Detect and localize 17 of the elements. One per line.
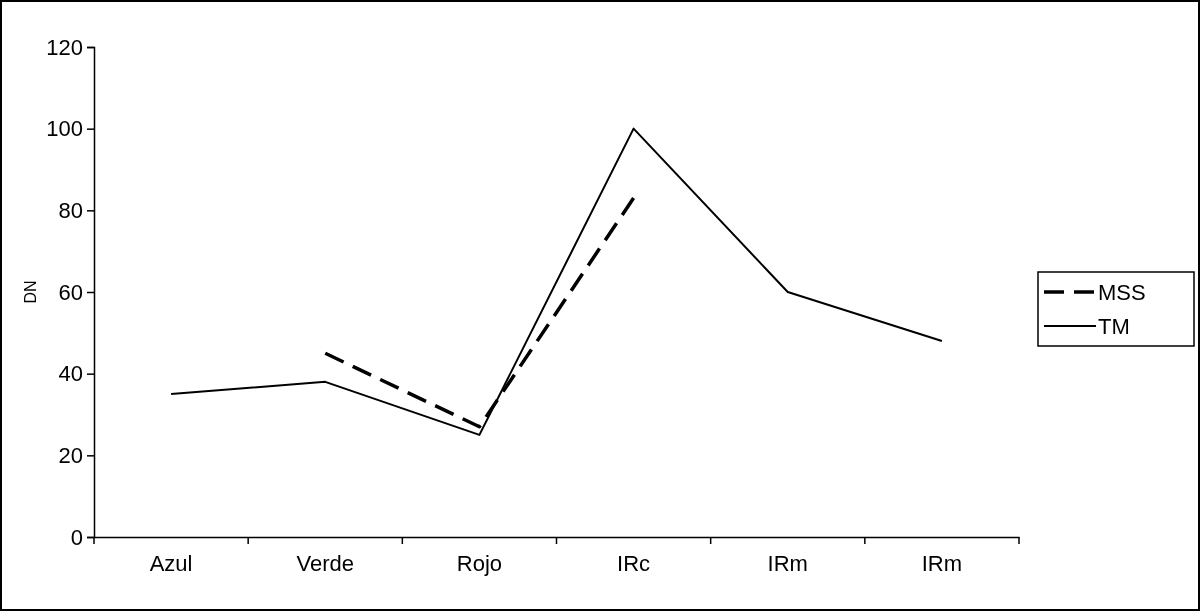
legend-label: MSS <box>1098 280 1146 305</box>
x-tick-label: Azul <box>149 550 193 576</box>
y-tick-label: 40 <box>58 361 83 387</box>
y-tick-label: 80 <box>58 197 83 223</box>
x-tick-label: Rojo <box>456 550 503 576</box>
line-series <box>170 127 943 436</box>
y-tick-label: 100 <box>46 116 83 142</box>
x-tick-label: IRm <box>921 550 963 576</box>
x-tick-label: IRm <box>767 550 808 576</box>
x-tick-label: IRc <box>617 550 651 576</box>
y-tick-label: 20 <box>58 442 83 468</box>
y-tick-label: 0 <box>70 524 83 550</box>
y-tick-label: 120 <box>46 34 83 60</box>
y-tick-label: 60 <box>58 279 83 305</box>
x-tick-label: Verde <box>296 550 354 576</box>
legend-label: TM <box>1098 314 1130 339</box>
y-axis-title: DN <box>22 280 39 304</box>
